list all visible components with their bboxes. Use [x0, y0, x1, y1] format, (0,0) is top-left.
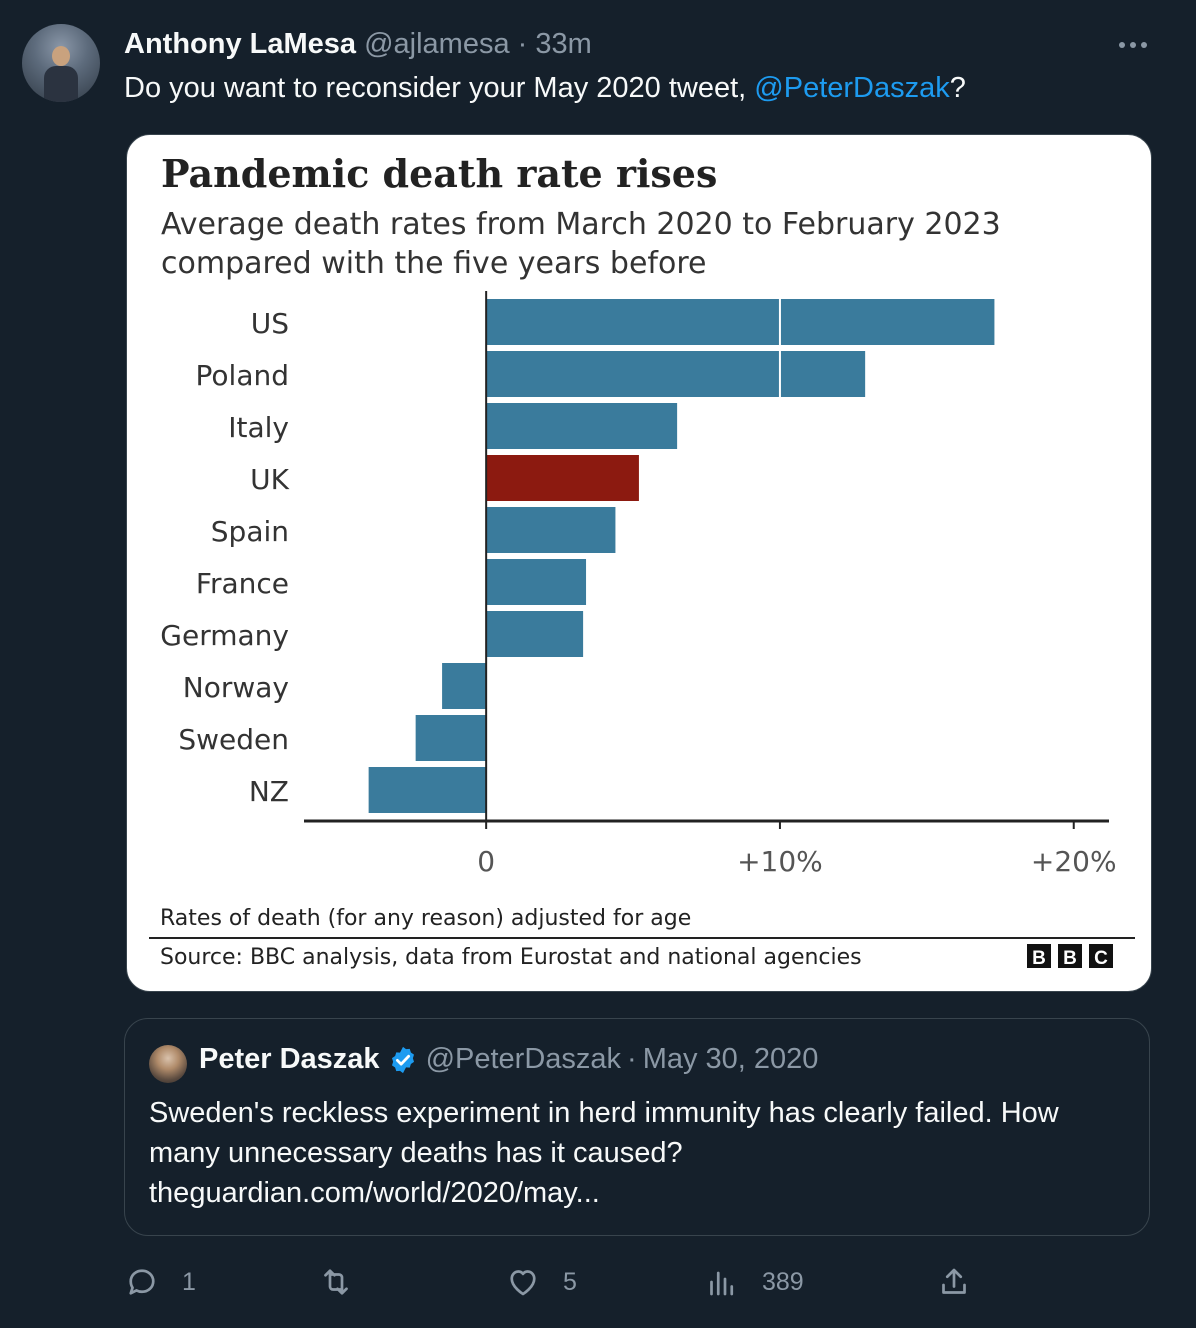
heart-icon: [510, 1270, 536, 1296]
category-label: Spain: [211, 515, 289, 548]
chart-image[interactable]: Pandemic death rate rises Average death …: [126, 134, 1152, 992]
category-label: Norway: [183, 671, 289, 704]
analytics-icon: [710, 1271, 734, 1296]
x-tick-label: 0: [477, 845, 495, 878]
bbc-logo: [1027, 944, 1113, 968]
bar-italy: [486, 403, 678, 449]
retweet-icon: [324, 1269, 348, 1295]
tweet-text-body: Do you want to reconsider your May 2020 …: [124, 72, 755, 104]
bbc-logo-letter: C: [1094, 948, 1108, 969]
quoted-author-handle[interactable]: @PeterDaszak: [425, 1043, 622, 1075]
bar-poland: [486, 351, 866, 397]
tweet-text-end: ?: [949, 72, 966, 104]
verified-badge-icon: [388, 1045, 418, 1075]
tweet-text: Do you want to reconsider your May 2020 …: [124, 72, 966, 105]
category-label: UK: [250, 463, 289, 496]
bar-nz: [368, 767, 487, 813]
chart-footnote: Rates of death (for any reason) adjusted…: [160, 906, 691, 931]
author-name[interactable]: Anthony LaMesa: [124, 28, 357, 60]
x-tick-label: +20%: [1031, 845, 1117, 878]
retweet-button[interactable]: [318, 1258, 376, 1306]
quoted-tweet[interactable]: Peter Daszak @PeterDaszak · May 30, 2020…: [124, 1018, 1150, 1236]
category-label: France: [196, 567, 289, 600]
bar-france: [486, 559, 587, 605]
header-separator: ·: [517, 28, 528, 60]
quoted-tweet-header: Peter Daszak @PeterDaszak · May 30, 2020: [199, 1043, 818, 1076]
tweet-time[interactable]: 33m: [535, 28, 592, 60]
category-label: Poland: [196, 359, 289, 392]
quoted-author-name[interactable]: Peter Daszak: [199, 1043, 380, 1075]
share-icon: [942, 1268, 966, 1294]
share-button[interactable]: [936, 1258, 972, 1306]
quoted-text-line: many unnecessary deaths has it caused?: [149, 1137, 683, 1169]
bar-norway: [442, 663, 487, 709]
bbc-logo-letter: B: [1032, 948, 1046, 969]
quoted-link[interactable]: theguardian.com/world/2020/may...: [149, 1177, 600, 1209]
author-handle[interactable]: @ajlamesa: [364, 28, 510, 60]
tweet-header: Anthony LaMesa @ajlamesa · 33m: [124, 28, 592, 61]
views-button[interactable]: 389: [704, 1258, 804, 1306]
author-avatar[interactable]: [22, 24, 100, 102]
reply-count: 1: [182, 1267, 196, 1296]
quoted-author-avatar[interactable]: [149, 1045, 187, 1083]
bbc-logo-letter: B: [1063, 948, 1077, 969]
bar-chart: Pandemic death rate rises Average death …: [149, 151, 1135, 970]
category-label: Germany: [160, 619, 289, 652]
bar-us: [486, 299, 995, 345]
category-label: Italy: [228, 411, 289, 444]
chart-title: Pandemic death rate rises: [161, 151, 717, 196]
reply-button[interactable]: 1: [124, 1258, 196, 1306]
quoted-separator: ·: [627, 1043, 637, 1075]
bar-sweden: [415, 715, 487, 761]
quoted-tweet-text: Sweden's reckless experiment in herd imm…: [149, 1093, 1129, 1213]
more-dots-icon[interactable]: [1116, 30, 1150, 60]
action-bar: 1 5 389: [0, 1258, 1196, 1308]
x-tick-label: +10%: [737, 845, 823, 878]
quoted-date[interactable]: May 30, 2020: [642, 1043, 819, 1075]
bar-spain: [486, 507, 616, 553]
quoted-text-line: Sweden's reckless experiment in herd imm…: [149, 1097, 1059, 1129]
views-count: 389: [762, 1267, 804, 1296]
like-button[interactable]: 5: [505, 1258, 577, 1306]
chart-source: Source: BBC analysis, data from Eurostat…: [160, 945, 862, 970]
mention-link[interactable]: @PeterDaszak: [754, 72, 950, 104]
chart-subtitle-line-1: Average death rates from March 2020 to F…: [161, 207, 1001, 242]
category-label: NZ: [249, 775, 289, 808]
bar-uk: [486, 455, 639, 501]
chart-subtitle-line-2: compared with the five years before: [161, 246, 706, 281]
bar-germany: [486, 611, 584, 657]
category-label: Sweden: [178, 723, 289, 756]
category-label: US: [251, 307, 289, 340]
reply-icon: [129, 1269, 155, 1295]
like-count: 5: [563, 1267, 577, 1296]
